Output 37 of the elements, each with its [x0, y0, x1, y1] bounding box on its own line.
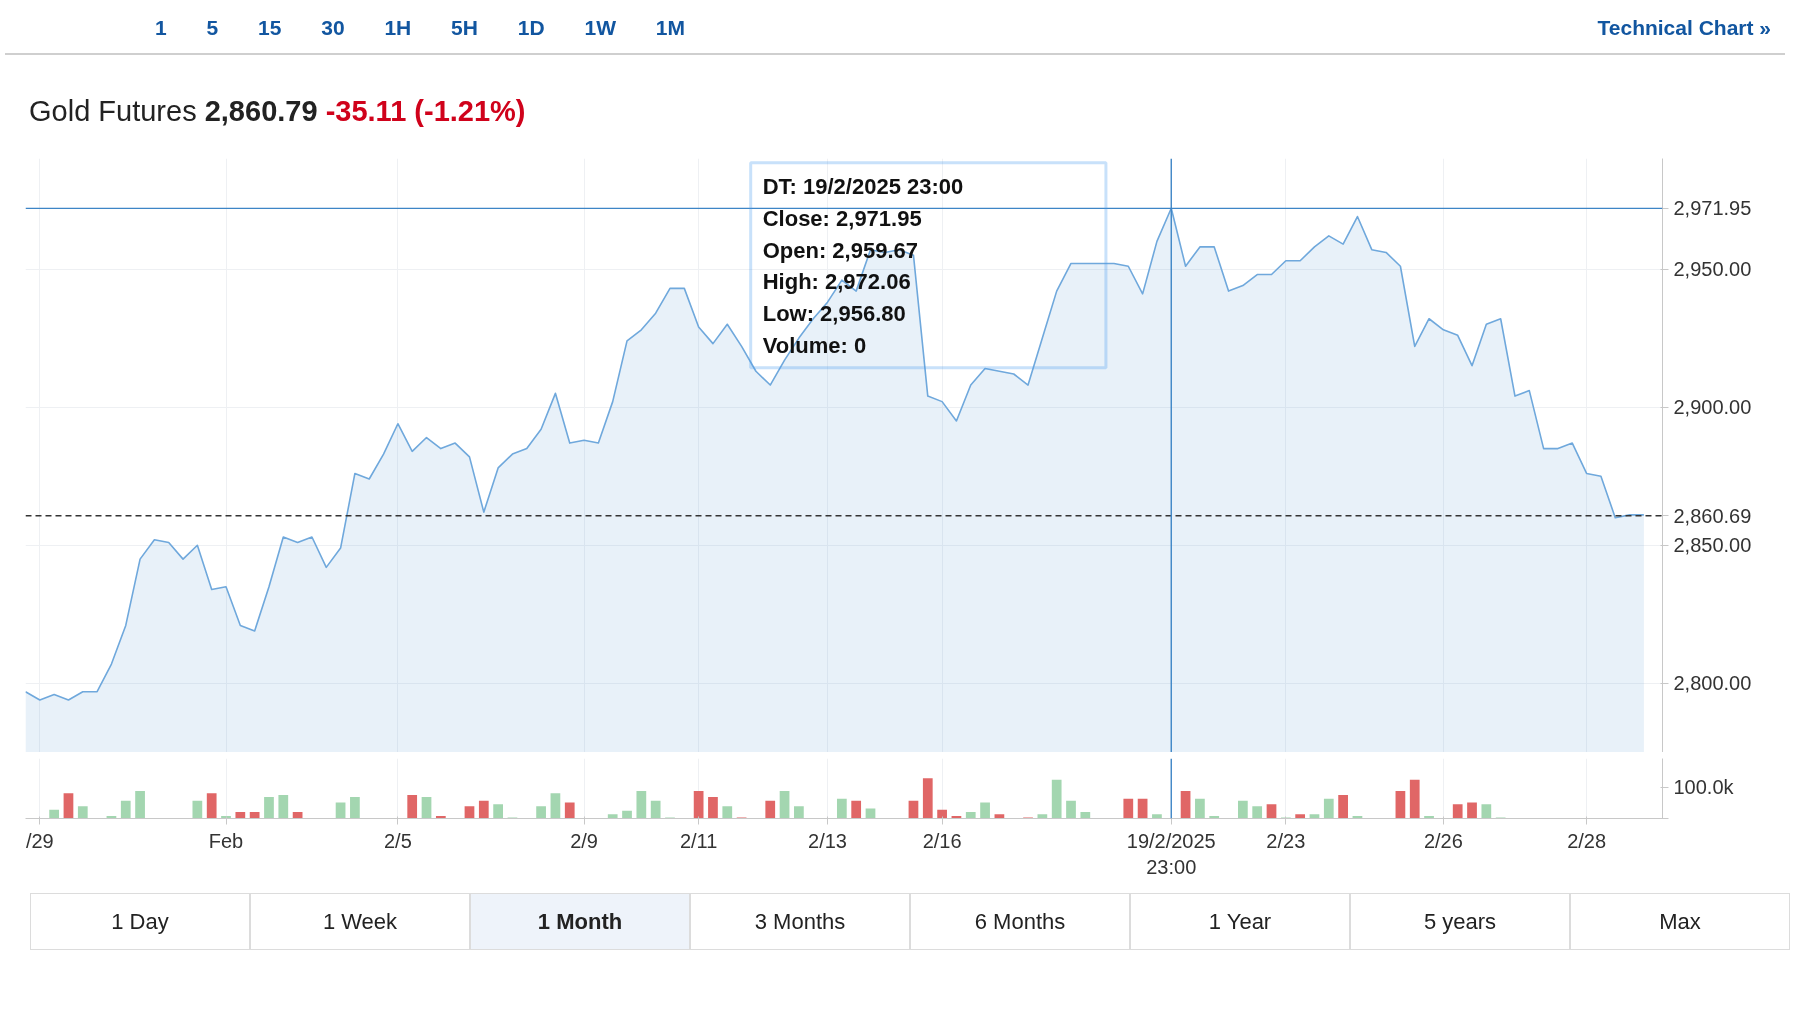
text: -35.11 (-1.21%)	[325, 95, 526, 127]
x-tick-label: 2/23	[1266, 829, 1306, 852]
text: Max	[1570, 893, 1790, 951]
annotation: Close: 2,971.95	[762, 205, 922, 231]
annotation: Volume: 0	[762, 332, 867, 358]
x-tick-label: 2/5	[383, 829, 412, 852]
text: 19/2/2025 23:00	[1126, 829, 1216, 878]
chart-subtitle: 2,860.79	[204, 95, 318, 127]
annotation: High: 2,972.06	[762, 269, 911, 295]
y-tick-label: 100.0k	[1673, 776, 1735, 799]
text: 6 Months	[910, 893, 1130, 951]
x-tick-label: 2/11	[679, 829, 718, 852]
y-tick-label: 2,950.00	[1673, 258, 1752, 281]
y-tick-label: 2,900.00	[1673, 396, 1752, 419]
annotation: Open: 2,959.67	[762, 237, 918, 263]
x-tick-label: 2/13	[808, 829, 847, 852]
x-tick-label: 2/16	[922, 829, 962, 852]
text: 1 Day	[30, 893, 250, 951]
annotation: DT: 19/2/2025 23:00	[762, 173, 964, 199]
text: 1 Week	[250, 893, 470, 951]
text: 5 years	[1350, 893, 1570, 951]
x-tick-label: 2/9	[570, 829, 598, 852]
chart-title: Gold Futures	[29, 95, 197, 127]
text: Technical Chart »	[1597, 15, 1772, 41]
y-tick-label: 2,800.00	[1673, 672, 1752, 695]
ref-line-label: 2,860.69	[1673, 504, 1752, 527]
x-tick-label: /29	[25, 829, 54, 852]
x-tick-label: 2/28	[1567, 829, 1607, 852]
text: 1 Year	[1130, 893, 1350, 951]
x-tick-label: 2/26	[1423, 829, 1463, 852]
annotation: Low: 2,956.80	[762, 301, 906, 327]
text: 1 5 15 30 1H 5H 1D 1W 1M	[155, 15, 685, 41]
text: 1 Month	[470, 893, 690, 951]
text: 3 Months	[690, 893, 910, 951]
ref-line-label: 2,971.95	[1673, 197, 1752, 220]
y-tick-label: 2,850.00	[1673, 534, 1752, 557]
x-tick-label: Feb	[208, 829, 244, 852]
